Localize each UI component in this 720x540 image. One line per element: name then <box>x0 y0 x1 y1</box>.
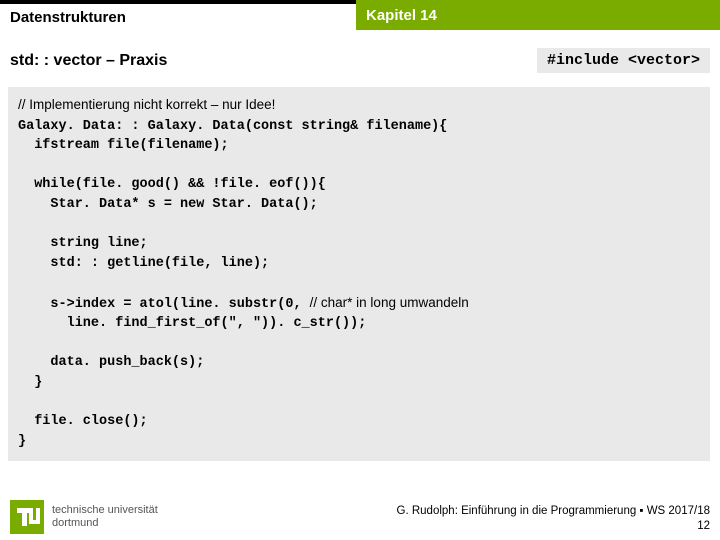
code-comment: // char* in long umwandeln <box>310 295 469 310</box>
logo-text-line1: technische universität <box>52 504 158 517</box>
logo-text-line2: dortmund <box>52 517 158 530</box>
code-line: s->index = atol(line. substr(0, <box>18 297 310 312</box>
code-line: } <box>18 375 42 390</box>
code-block: // Implementierung nicht korrekt – nur I… <box>8 87 710 461</box>
logo-text: technische universität dortmund <box>52 504 158 529</box>
footer-attribution: G. Rudolph: Einführung in die Programmie… <box>397 504 710 519</box>
footer-page-number: 12 <box>397 519 710 534</box>
header-chapter: Kapitel 14 <box>356 0 720 30</box>
code-comment: // Implementierung nicht korrekt – nur I… <box>18 97 275 112</box>
code-line: } <box>18 434 26 449</box>
code-line: Galaxy. Data: : Galaxy. Data(const strin… <box>18 119 447 134</box>
code-line: line. find_first_of(", ")). c_str()); <box>18 316 366 331</box>
tu-logo-icon <box>10 500 44 534</box>
code-line: while(file. good() && !file. eof()){ <box>18 177 326 192</box>
code-line: std: : getline(file, line); <box>18 256 269 271</box>
slide-header: Datenstrukturen Kapitel 14 <box>0 0 720 30</box>
code-line: ifstream file(filename); <box>18 138 229 153</box>
slide-footer: G. Rudolph: Einführung in die Programmie… <box>397 504 710 534</box>
logo-area: technische universität dortmund <box>10 500 158 534</box>
code-line: data. push_back(s); <box>18 355 204 370</box>
header-left-title: Datenstrukturen <box>0 0 356 30</box>
include-directive: #include <vector> <box>537 48 710 73</box>
code-line: file. close(); <box>18 414 148 429</box>
subheader-row: std: : vector – Praxis #include <vector> <box>0 48 720 73</box>
code-line: Star. Data* s = new Star. Data(); <box>18 197 318 212</box>
code-line: string line; <box>18 236 148 251</box>
slide-subtitle: std: : vector – Praxis <box>10 52 167 70</box>
